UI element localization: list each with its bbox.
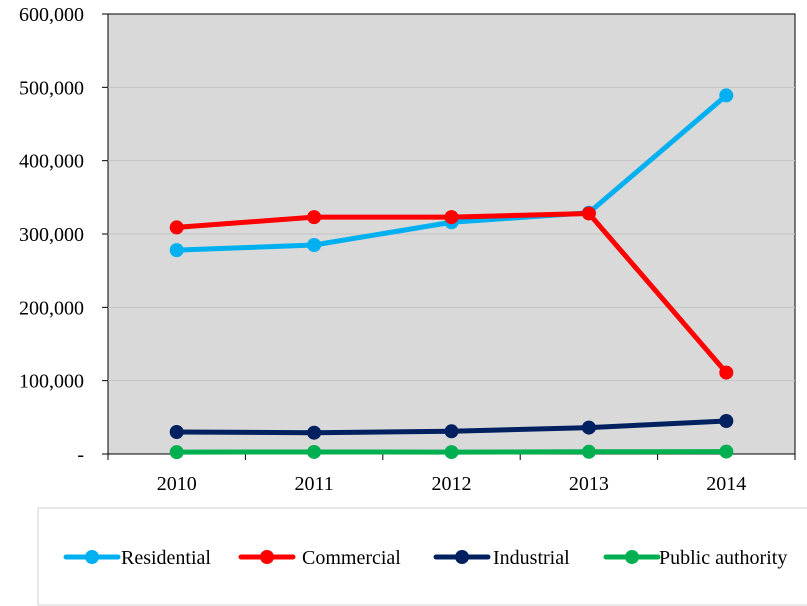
legend-swatch-marker <box>625 550 639 564</box>
y-tick-label: 500,000 <box>19 77 84 99</box>
y-tick-label: 200,000 <box>19 297 84 319</box>
y-tick-label: 600,000 <box>19 4 84 26</box>
legend-swatch-marker <box>85 550 99 564</box>
legend-item: Residential <box>63 547 211 569</box>
legend-item: Commercial <box>238 547 401 569</box>
y-tick-label: 100,000 <box>19 371 84 393</box>
data-point <box>444 424 459 439</box>
x-tick-label: 2013 <box>569 473 609 495</box>
data-point <box>581 206 596 221</box>
legend: Residential Commercial Industrial Public au… <box>63 547 787 569</box>
data-point <box>581 444 596 459</box>
series-3 <box>169 444 734 460</box>
data-point <box>719 444 734 459</box>
series-1 <box>169 206 734 380</box>
legend-label: Commercial <box>302 547 401 569</box>
data-point <box>169 445 184 460</box>
legend-swatch-marker <box>260 550 274 564</box>
legend-item: Public authority <box>603 547 787 569</box>
data-point <box>581 420 596 435</box>
series-lines <box>169 88 734 460</box>
gridlines <box>108 86 795 382</box>
y-tick-label: 400,000 <box>19 151 84 173</box>
data-point <box>307 444 322 459</box>
data-point <box>169 243 184 258</box>
series-2 <box>169 414 734 440</box>
data-point <box>169 425 184 439</box>
x-tick-label: 2014 <box>706 473 746 495</box>
legend-item: Industrial <box>433 547 570 569</box>
data-point <box>169 220 184 235</box>
legend-swatch-marker <box>455 550 469 564</box>
data-point <box>444 210 459 225</box>
legend-label: Residential <box>121 547 211 569</box>
y-tick-label: 300,000 <box>19 224 84 246</box>
data-point <box>719 88 734 103</box>
legend-box <box>37 507 807 606</box>
y-axis-tick-labels: - 100,000 200,000 300,000 400,000 500,000 600,… <box>19 4 84 466</box>
data-point <box>719 365 734 380</box>
legend-label: Industrial <box>493 547 570 569</box>
data-point <box>444 445 459 460</box>
x-tick-label: 2010 <box>157 473 197 495</box>
x-axis-tick-labels: 2010 2011 2012 2013 2014 <box>157 473 747 495</box>
x-tick-label: 2011 <box>294 473 333 495</box>
y-tick-label: - <box>77 444 84 466</box>
data-point <box>307 238 322 252</box>
data-point <box>719 414 734 428</box>
x-tick-label: 2012 <box>432 473 472 495</box>
data-point <box>307 425 322 440</box>
data-point <box>307 210 322 225</box>
legend-label: Public authority <box>659 547 787 569</box>
